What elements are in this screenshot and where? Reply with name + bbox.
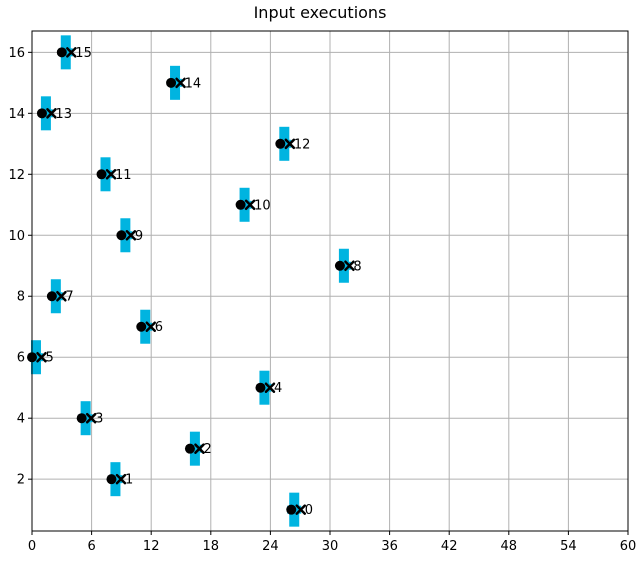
data-point-label: 6 bbox=[155, 320, 163, 335]
x-tick-label: 54 bbox=[560, 539, 577, 554]
data-point-cross bbox=[66, 47, 77, 58]
data-point-cross bbox=[85, 412, 97, 424]
x-tick-label: 36 bbox=[381, 539, 398, 554]
data-point-cross bbox=[175, 77, 186, 89]
data-point-dot bbox=[235, 199, 246, 210]
data-point-group: 15 bbox=[56, 35, 92, 70]
y-tick-label: 14 bbox=[8, 107, 25, 122]
data-point-cross bbox=[264, 382, 276, 393]
x-tick-label: 24 bbox=[262, 539, 279, 554]
data-point-group: 10 bbox=[235, 187, 271, 222]
data-point-label: 10 bbox=[254, 198, 271, 213]
x-tick-label: 12 bbox=[143, 539, 160, 554]
data-point-label: 0 bbox=[305, 503, 313, 518]
data-point-label: 2 bbox=[203, 442, 211, 457]
data-point-label: 9 bbox=[135, 229, 143, 244]
data-point-group: 13 bbox=[36, 96, 72, 131]
grid-lines bbox=[31, 31, 629, 531]
data-point-cross bbox=[105, 169, 117, 180]
y-tick-label: 12 bbox=[8, 168, 25, 183]
data-point-dot bbox=[116, 230, 127, 241]
data-point-label: 1 bbox=[125, 473, 133, 488]
data-point-cross bbox=[194, 443, 205, 454]
data-point-dot bbox=[46, 291, 57, 302]
x-tick-label: 42 bbox=[441, 539, 458, 554]
data-point-dot bbox=[106, 474, 117, 485]
data-point-dot bbox=[286, 504, 297, 515]
data-point-label: 3 bbox=[95, 412, 103, 427]
y-tick-label: 4 bbox=[17, 412, 25, 427]
data-point-cross bbox=[125, 230, 137, 241]
data-point-group: 9 bbox=[116, 218, 143, 253]
data-point-label: 8 bbox=[353, 259, 361, 274]
data-point-label: 7 bbox=[65, 290, 73, 305]
data-point-dot bbox=[56, 47, 67, 58]
data-point-group: 2 bbox=[184, 431, 212, 466]
y-tick-label: 10 bbox=[8, 229, 25, 244]
data-point-group: 6 bbox=[136, 309, 163, 344]
data-point-group: 14 bbox=[166, 65, 202, 100]
data-point-label: 11 bbox=[115, 168, 132, 183]
data-point-group: 7 bbox=[46, 279, 74, 314]
x-tick-label: 30 bbox=[322, 539, 339, 554]
y-tick-label: 2 bbox=[17, 473, 25, 488]
data-point-cross bbox=[56, 290, 67, 302]
data-point-label: 14 bbox=[185, 76, 202, 91]
data-point-group: 0 bbox=[286, 492, 313, 527]
data-point-group: 11 bbox=[96, 157, 132, 192]
data-point-cross bbox=[145, 321, 157, 332]
data-point-group: 8 bbox=[334, 248, 362, 283]
data-point-cross bbox=[295, 504, 307, 515]
x-tick-label: 6 bbox=[87, 539, 95, 554]
data-point-cross bbox=[46, 108, 57, 119]
y-tick-label: 8 bbox=[17, 290, 25, 305]
data-point-label: 15 bbox=[75, 46, 92, 61]
data-point-group: 3 bbox=[76, 401, 103, 436]
data-point-group: 4 bbox=[255, 370, 282, 405]
y-tick-label: 16 bbox=[8, 46, 25, 61]
data-point-group: 12 bbox=[275, 126, 311, 161]
x-tick-label: 48 bbox=[501, 539, 518, 554]
x-tick-label: 18 bbox=[203, 539, 220, 554]
data-point-label: 4 bbox=[274, 381, 282, 396]
data-point-cross bbox=[115, 473, 127, 485]
data-point-cross bbox=[36, 351, 47, 363]
data-point-dot bbox=[255, 382, 266, 393]
data-point-dot bbox=[36, 108, 47, 119]
data-point-cross bbox=[244, 199, 256, 211]
data-point-dot bbox=[334, 260, 345, 271]
data-point-label: 13 bbox=[55, 107, 72, 122]
data-point-dot bbox=[76, 413, 87, 424]
data-point-group: 1 bbox=[106, 462, 133, 497]
data-point-label: 5 bbox=[46, 351, 54, 366]
data-point-dot bbox=[136, 321, 147, 332]
data-point-cross bbox=[344, 260, 355, 272]
data-point-dot bbox=[96, 169, 107, 180]
data-point-label: 12 bbox=[294, 137, 311, 152]
x-tick-label: 60 bbox=[620, 539, 637, 554]
data-point-cross bbox=[284, 138, 296, 150]
data-point-dot bbox=[184, 443, 195, 454]
x-tick-label: 0 bbox=[28, 539, 36, 554]
data-point-dot bbox=[166, 77, 177, 88]
y-tick-label: 6 bbox=[17, 351, 25, 366]
chart-title: Input executions bbox=[254, 3, 387, 22]
data-point-dot bbox=[275, 138, 286, 149]
